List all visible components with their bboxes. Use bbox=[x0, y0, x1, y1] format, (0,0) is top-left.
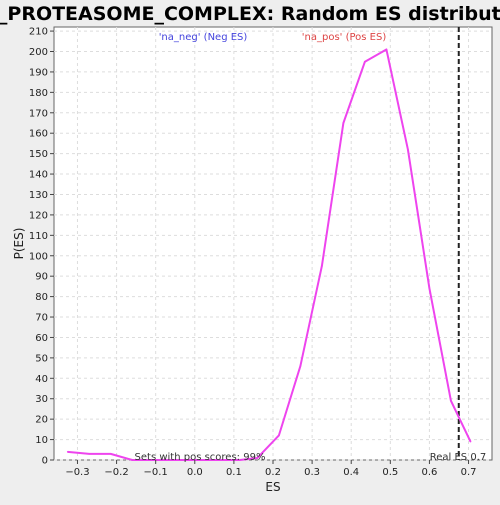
x-tick-label: 0.0 bbox=[187, 467, 203, 478]
y-tick-label: 160 bbox=[29, 129, 48, 140]
y-tick-label: 0 bbox=[42, 456, 48, 467]
y-tick-label: 90 bbox=[35, 272, 48, 283]
series-layer bbox=[66, 48, 472, 461]
data-point bbox=[342, 122, 345, 124]
y-tick-label: 20 bbox=[35, 415, 48, 426]
y-tick-label: 30 bbox=[35, 394, 48, 405]
data-point bbox=[385, 48, 388, 51]
x-tick-label: 0.6 bbox=[421, 467, 437, 478]
data-point bbox=[428, 287, 431, 290]
chart-title: GO_PROTEASOME_COMPLEX: Random ES distrib… bbox=[0, 3, 500, 25]
y-tick-label: 120 bbox=[29, 210, 48, 221]
y-tick-label: 150 bbox=[29, 149, 48, 160]
data-point bbox=[152, 459, 155, 461]
x-tick-label: −0.1 bbox=[144, 467, 168, 478]
y-tick-label: 130 bbox=[29, 190, 48, 201]
x-axis: −0.3 −0.2 −0.1 0.0 0.1 0.2 0.3 0.4 0.5 0.6 0.7 bbox=[65, 460, 476, 478]
data-point bbox=[450, 399, 452, 402]
data-point bbox=[238, 459, 241, 461]
y-tick-label: 80 bbox=[35, 292, 48, 303]
x-tick-label: 0.5 bbox=[382, 467, 398, 478]
y-tick-label: 110 bbox=[29, 231, 48, 242]
data-point bbox=[469, 440, 472, 443]
y-tick-label: 100 bbox=[29, 251, 48, 262]
y-axis-label: P(ES) bbox=[12, 228, 26, 260]
x-tick-label: −0.2 bbox=[104, 467, 128, 478]
pos-es-label: 'na_pos' (Pos ES) bbox=[302, 32, 387, 43]
data-point bbox=[299, 365, 302, 367]
y-tick-label: 50 bbox=[35, 353, 48, 364]
es-distribution-line bbox=[67, 48, 472, 461]
data-point bbox=[407, 148, 409, 151]
x-tick-label: 0.4 bbox=[343, 467, 359, 478]
neg-es-label: 'na_neg' (Neg ES) bbox=[159, 32, 248, 43]
data-point bbox=[131, 459, 134, 461]
x-tick-label: 0.1 bbox=[226, 467, 242, 478]
sets-pos-scores-label: Sets with pos scores: 99% bbox=[135, 452, 266, 463]
x-tick-label: −0.3 bbox=[65, 467, 89, 478]
real-es-label: Real ES 0.7 bbox=[430, 452, 486, 463]
y-tick-label: 140 bbox=[29, 170, 48, 181]
y-tick-label: 180 bbox=[29, 88, 48, 99]
data-point bbox=[88, 453, 90, 455]
x-axis-label: ES bbox=[265, 480, 280, 494]
x-tick-label: 0.7 bbox=[461, 467, 477, 478]
data-point bbox=[364, 60, 366, 63]
data-point bbox=[256, 457, 259, 459]
data-point bbox=[109, 453, 112, 455]
y-tick-label: 40 bbox=[35, 374, 48, 385]
y-tick-label: 200 bbox=[29, 47, 48, 58]
data-point bbox=[321, 265, 323, 267]
x-tick-label: 0.3 bbox=[304, 467, 320, 478]
y-tick-label: 170 bbox=[29, 108, 48, 119]
y-tick-label: 60 bbox=[35, 333, 48, 344]
data-point bbox=[217, 459, 220, 461]
data-point bbox=[278, 434, 280, 437]
y-tick-label: 210 bbox=[29, 27, 48, 38]
y-tick-label: 70 bbox=[35, 313, 48, 324]
data-point bbox=[195, 459, 198, 461]
y-tick-label: 10 bbox=[35, 435, 48, 446]
data-point bbox=[174, 459, 177, 461]
x-tick-label: 0.2 bbox=[265, 467, 281, 478]
y-tick-label: 190 bbox=[29, 67, 48, 78]
grid bbox=[54, 27, 492, 461]
y-axis: 0 10 20 30 40 50 60 70 80 90 100 110 120 130 140 150 160… bbox=[29, 27, 54, 467]
data-point bbox=[66, 451, 69, 453]
